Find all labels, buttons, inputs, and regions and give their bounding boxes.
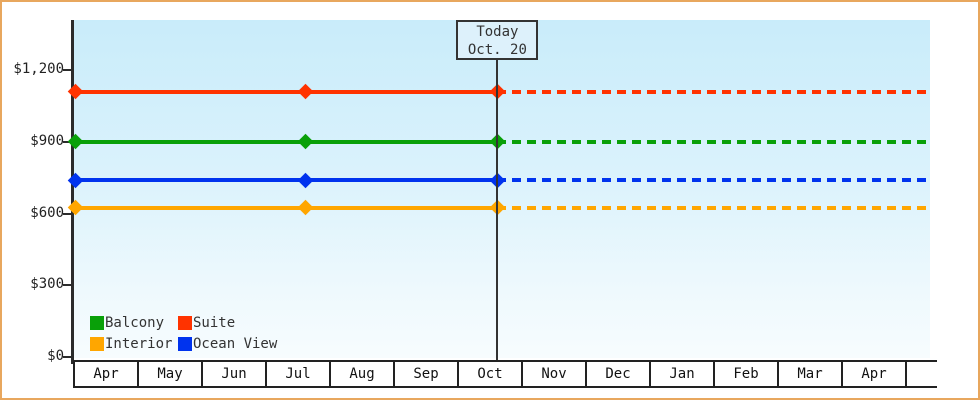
x-axis-month-row: Apr May Jun Jul Aug Sep Oct Nov Dec Jan Feb Mar Apr bbox=[73, 360, 937, 388]
legend-color-swatch bbox=[178, 336, 192, 351]
month-cell: Feb bbox=[713, 362, 777, 386]
series-line-dashed bbox=[497, 178, 930, 183]
series-line-dashed bbox=[497, 139, 930, 144]
series-line-solid bbox=[74, 205, 498, 210]
legend-color-swatch bbox=[90, 315, 104, 330]
y-tick-mark bbox=[63, 69, 72, 71]
y-tick-label: $0 bbox=[47, 348, 64, 364]
legend-label: Suite bbox=[193, 314, 236, 331]
month-cell-empty bbox=[905, 362, 937, 386]
month-cell: Jun bbox=[201, 362, 265, 386]
legend-label: Balcony bbox=[105, 314, 165, 331]
today-vertical-line bbox=[496, 60, 499, 360]
today-label-line2: Oct. 20 bbox=[467, 42, 527, 58]
month-cell: Mar bbox=[777, 362, 841, 386]
legend-item: Ocean View bbox=[178, 333, 277, 354]
series-line-solid bbox=[74, 139, 498, 144]
y-tick-mark bbox=[63, 212, 72, 215]
y-tick-mark bbox=[63, 284, 72, 287]
month-cell: Dec bbox=[585, 362, 649, 386]
today-label-line1: Today bbox=[476, 24, 519, 40]
legend-label: Ocean View bbox=[193, 335, 278, 352]
series-line-dashed bbox=[497, 205, 930, 210]
series-line-solid bbox=[74, 89, 498, 94]
month-cell: Jan bbox=[649, 362, 713, 386]
month-cell: Apr bbox=[73, 362, 137, 386]
y-tick-label: $300 bbox=[30, 276, 64, 293]
legend-color-swatch bbox=[90, 336, 104, 351]
y-tick-mark bbox=[63, 356, 72, 358]
legend-label: Interior bbox=[105, 335, 173, 352]
legend-item: Balcony bbox=[90, 312, 178, 333]
series-line-solid bbox=[74, 178, 498, 183]
y-axis-line bbox=[71, 20, 74, 364]
legend-color-swatch bbox=[178, 315, 192, 330]
month-cell: Nov bbox=[521, 362, 585, 386]
today-label-box: Today Oct. 20 bbox=[456, 20, 539, 60]
month-cell: Jul bbox=[265, 362, 329, 386]
legend-item: Interior bbox=[90, 333, 178, 354]
plot-area bbox=[74, 20, 930, 358]
legend-item: Suite bbox=[178, 312, 277, 333]
y-tick-label: $900 bbox=[30, 132, 64, 149]
y-tick-label: $1,200 bbox=[13, 61, 64, 77]
month-cell: Apr bbox=[841, 362, 905, 386]
y-tick-label: $600 bbox=[30, 204, 64, 221]
month-cell: Aug bbox=[329, 362, 393, 386]
legend: Balcony Suite Interior Ocean View bbox=[90, 312, 277, 354]
month-cell: May bbox=[137, 362, 201, 386]
series-line-dashed bbox=[497, 89, 930, 94]
month-cell: Sep bbox=[393, 362, 457, 386]
month-cell: Oct bbox=[457, 362, 521, 386]
